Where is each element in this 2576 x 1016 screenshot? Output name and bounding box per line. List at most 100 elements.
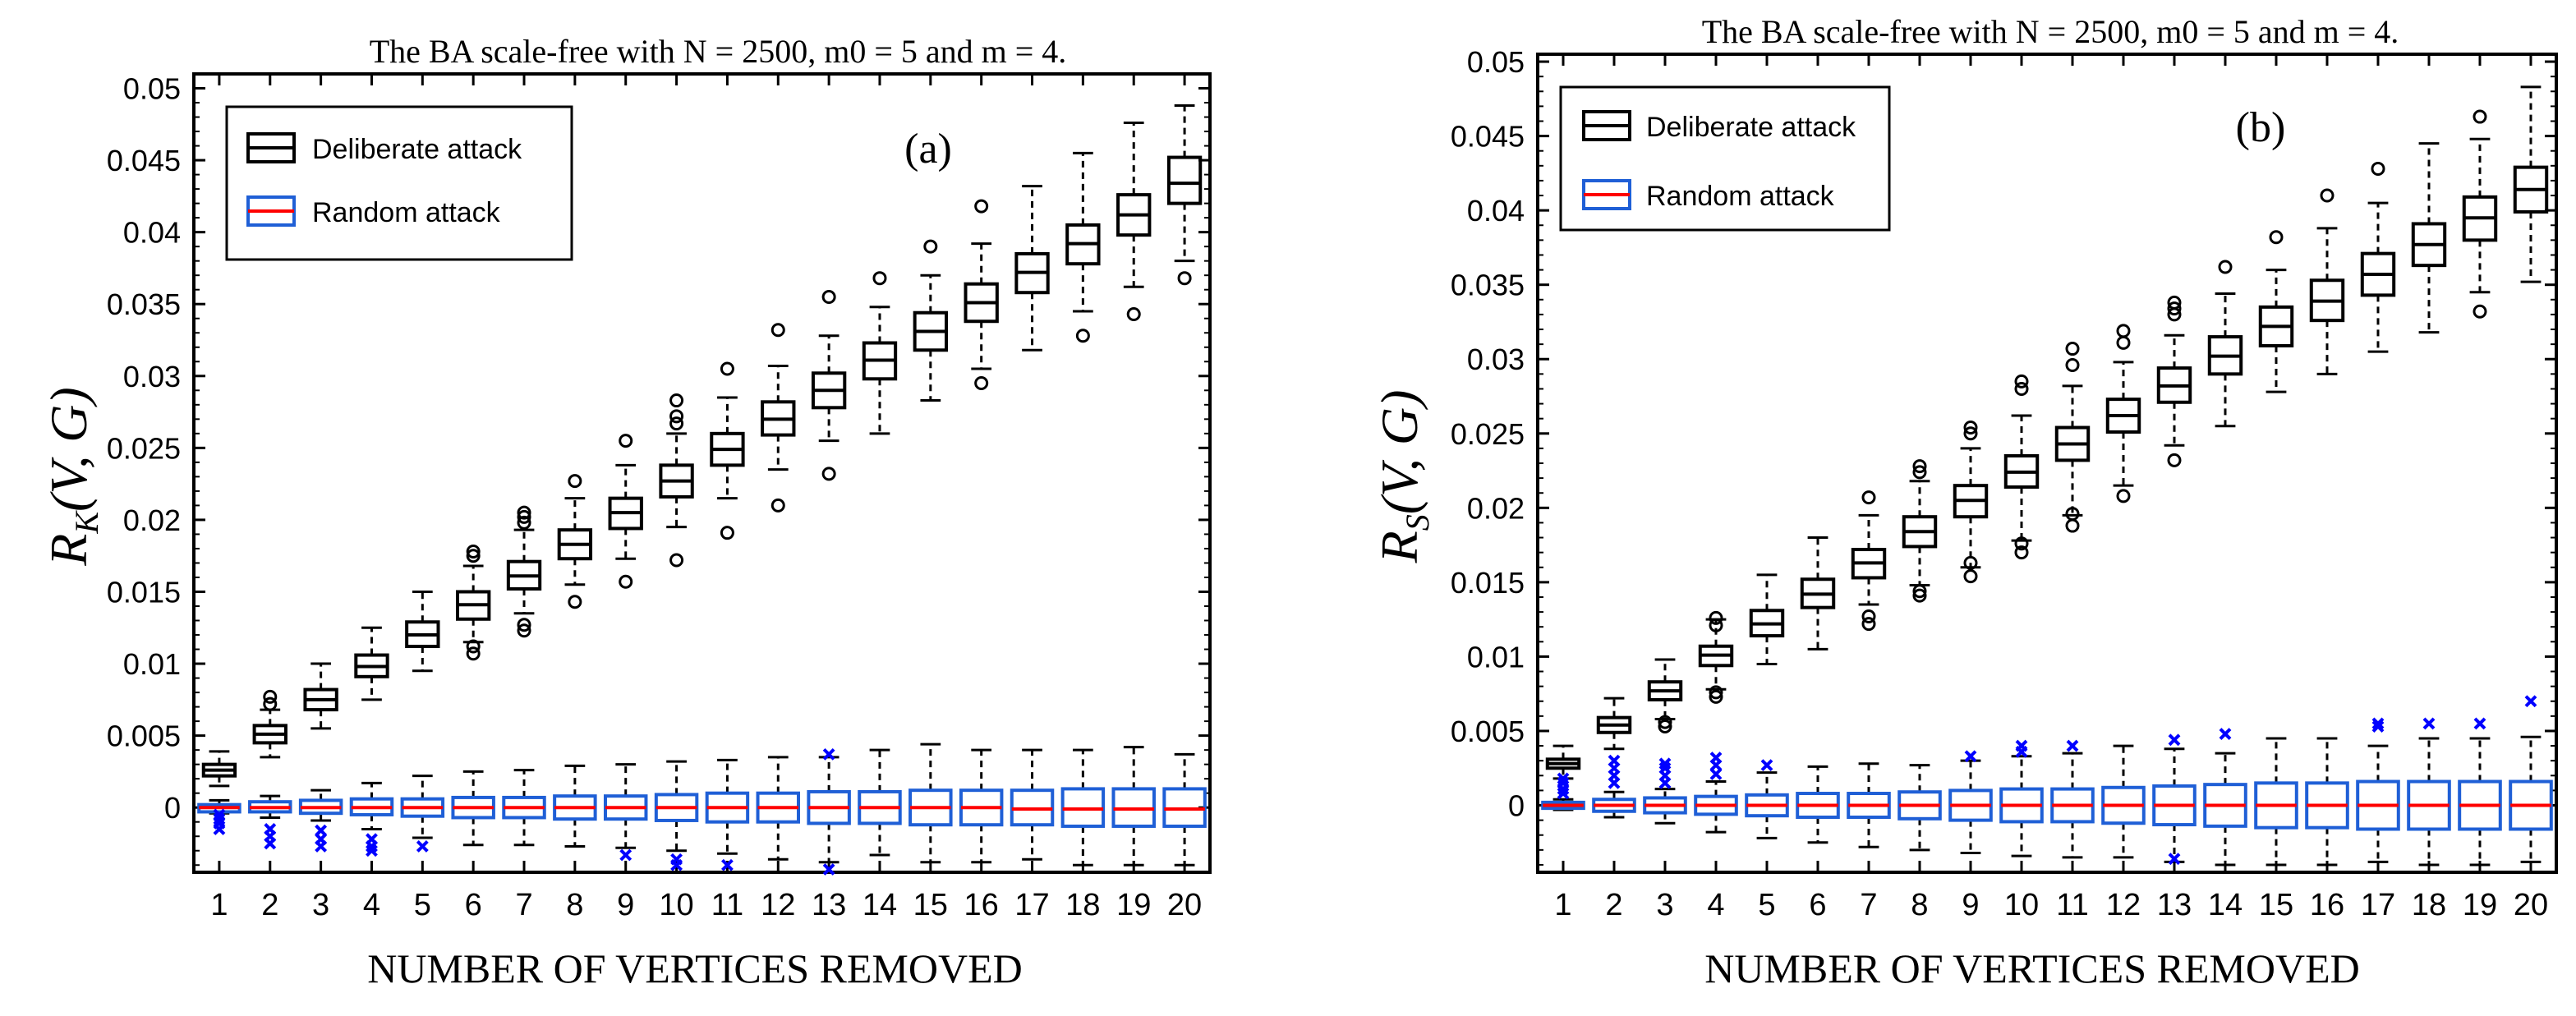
outlier-point (213, 823, 226, 835)
x-tick-label: 4 (1707, 888, 1724, 922)
chart-panel-b: The BA scale-free with N = 2500, m0 = 5 … (1370, 13, 2558, 991)
outlier-point (1658, 719, 1672, 734)
x-tick-label: 7 (1860, 888, 1877, 922)
outlier-point (1963, 555, 1978, 570)
y-axis-label: RS(V, G) (1370, 390, 1436, 564)
x-tick-label: 10 (2004, 888, 2039, 922)
outlier-point (416, 840, 429, 853)
outlier-point (2218, 260, 2233, 274)
outlier-point (720, 526, 734, 540)
outlier-point (770, 498, 785, 513)
outlier-point (1912, 459, 1927, 474)
x-tick-label: 17 (2361, 888, 2395, 922)
x-tick-label: 6 (1809, 888, 1826, 922)
y-axis-label: RK(V, G) (39, 387, 105, 566)
outlier-point (1557, 772, 1570, 785)
x-tick-label: 9 (1962, 888, 1979, 922)
x-tick-label: 1 (1554, 888, 1571, 922)
chart-title: The BA scale-free with N = 2500, m0 = 5 … (1702, 13, 2399, 50)
legend-label-deliberate: Deliberate attack (1646, 112, 1856, 143)
outlier-point (1964, 750, 1977, 763)
outlier-point (2371, 717, 2385, 730)
y-tick-label: 0.045 (107, 144, 181, 177)
x-tick-label: 16 (2310, 888, 2344, 922)
outlier-point (670, 858, 683, 871)
outlier-point (2473, 717, 2486, 730)
outlier-point (974, 199, 989, 214)
outlier-point (669, 553, 684, 568)
outlier-point (466, 646, 481, 661)
outlier-point (619, 848, 632, 862)
x-tick-label: 4 (363, 888, 380, 922)
y-tick-label: 0.01 (1467, 640, 1525, 674)
outlier-point (821, 467, 836, 481)
outlier-point (822, 747, 835, 761)
outlier-point (1861, 609, 1876, 624)
outlier-point (2065, 357, 2080, 372)
outlier-point (1709, 685, 1723, 700)
outlier-point (669, 409, 684, 424)
y-tick-label: 0.045 (1451, 120, 1525, 154)
legend: Deliberate attack Random attack (225, 105, 573, 261)
outlier-point (2014, 381, 2029, 396)
outlier-point (466, 544, 481, 559)
x-tick-label: 19 (2463, 888, 2497, 922)
outlier-point (2269, 230, 2284, 245)
x-tick-label: 15 (913, 888, 948, 922)
x-tick-label: 7 (515, 888, 532, 922)
y-tick-label: 0.01 (123, 647, 181, 681)
outlier-point (2168, 853, 2181, 866)
chart-panel-a: The BA scale-free with N = 2500, m0 = 5 … (39, 33, 1212, 991)
x-tick-label: 3 (1656, 888, 1673, 922)
outlier-point (1963, 421, 1978, 435)
outlier-point (2472, 109, 2487, 124)
outlier-point (1912, 584, 1927, 599)
legend-label-random: Random attack (1646, 181, 1835, 212)
outlier-point (2116, 335, 2131, 350)
outlier-point (1177, 271, 1192, 286)
y-tick-label: 0.05 (123, 72, 181, 106)
outlier-point (974, 376, 989, 391)
y-tick-label: 0 (164, 791, 181, 825)
x-tick-label: 13 (2157, 888, 2192, 922)
y-tick-label: 0.04 (1467, 194, 1525, 228)
x-tick-label: 5 (1758, 888, 1775, 922)
y-tick-label: 0.035 (1451, 269, 1525, 302)
x-tick-label: 20 (2514, 888, 2548, 922)
y-axis-label-rest: (V, G) (39, 387, 98, 512)
x-tick-label: 14 (2208, 888, 2242, 922)
outlier-point (2472, 304, 2487, 319)
x-tick-label: 5 (414, 888, 431, 922)
outlier-point (872, 271, 887, 286)
y-tick-label: 0.04 (123, 216, 181, 250)
y-axis-label-rest: (V, G) (1370, 390, 1428, 515)
outlier-point (1709, 618, 1723, 632)
x-tick-label: 16 (964, 888, 999, 922)
outlier-point (366, 844, 378, 857)
y-axis-label-sub: S (1399, 514, 1436, 531)
outlier-point (1709, 768, 1723, 780)
outlier-point (2014, 545, 2029, 560)
x-tick-label: 10 (659, 888, 693, 922)
outlier-point (1709, 689, 1723, 704)
outlier-point (2066, 739, 2079, 752)
outlier-point (619, 574, 633, 589)
outlier-point (619, 434, 633, 448)
x-tick-label: 2 (261, 888, 278, 922)
outlier-point (2167, 307, 2182, 322)
outlier-point (1709, 610, 1723, 625)
outlier-point (1126, 306, 1141, 321)
outlier-point (2320, 188, 2334, 203)
outlier-point (669, 416, 684, 431)
outlier-point (263, 689, 278, 704)
panel-label: (a) (904, 126, 952, 172)
y-tick-label: 0.025 (1451, 417, 1525, 451)
y-tick-label: 0.005 (1451, 715, 1525, 748)
x-tick-label: 9 (617, 888, 634, 922)
outlier-point (1075, 329, 1090, 343)
y-tick-label: 0.035 (107, 287, 181, 321)
outlier-point (1861, 617, 1876, 632)
outlier-point (2014, 374, 2029, 388)
outlier-point (1709, 752, 1723, 764)
